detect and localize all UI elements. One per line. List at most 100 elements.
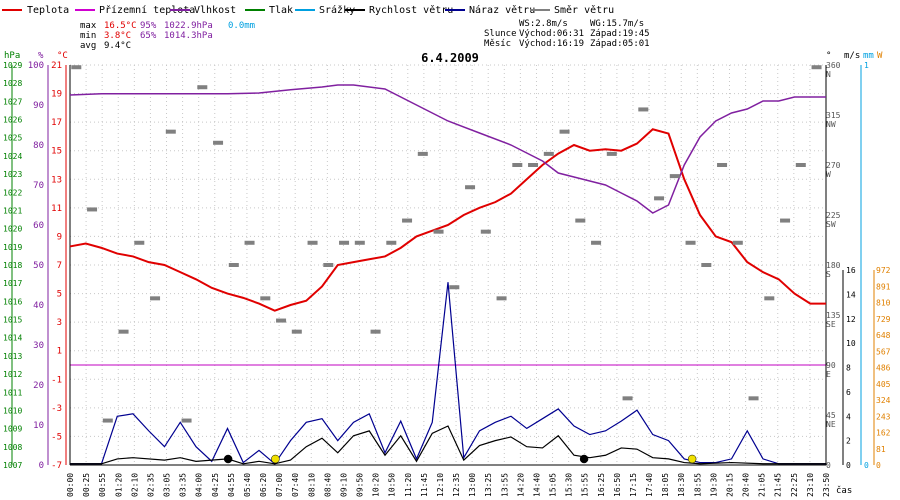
series-line-0	[69, 128, 826, 312]
direction-tick-label: 360	[826, 61, 841, 70]
rain-tick-label: 0	[864, 461, 869, 470]
x-tick-label: 23:50	[822, 473, 831, 497]
wind-direction-point	[559, 129, 570, 134]
humidity-tick-label: 10	[33, 421, 44, 431]
x-tick-label: 00:00	[66, 473, 75, 497]
direction-compass-label: NW	[826, 120, 836, 129]
temp-tick-label: 5	[57, 290, 62, 300]
wind-direction-point	[606, 151, 617, 156]
direction-tick-label: 45	[826, 411, 836, 420]
wind-direction-point	[339, 240, 350, 245]
speed-tick-label: 16	[846, 266, 856, 275]
speed-tick-label: 0	[846, 461, 851, 470]
x-tick-label: 07:40	[291, 473, 300, 497]
solar-tick-label: 0	[876, 461, 881, 470]
x-tick-label: 20:15	[725, 473, 734, 497]
x-tick-label: 19:30	[709, 473, 718, 497]
unit-headers: hPa % °C ° m/s mm W	[4, 51, 883, 61]
wind-direction-point	[465, 185, 476, 190]
direction-compass-label: S	[826, 270, 831, 279]
wind-direction-point	[228, 263, 239, 267]
series-line-2	[70, 282, 826, 465]
solar-tick-label: 243	[876, 412, 891, 421]
temp-tick-label: 7	[57, 261, 62, 271]
temp-tick-label: -1	[51, 375, 62, 385]
solar-tick-label: 891	[876, 282, 891, 291]
x-tick-label: 16:25	[597, 473, 606, 497]
humidity-tick-label: 70	[33, 181, 44, 191]
x-tick-label: 07:00	[275, 473, 284, 497]
unit-solar: W	[877, 51, 883, 61]
direction-tick-label: 90	[826, 361, 836, 370]
solar-tick-label: 81	[876, 445, 886, 454]
pressure-tick-label: 1016	[3, 297, 22, 306]
wind-speed-info: WS:2.8m/s	[519, 19, 568, 29]
direction-compass-label: W	[826, 170, 831, 179]
x-tick-label: 23:10	[806, 473, 815, 497]
temp-tick-label: -5	[51, 432, 62, 442]
temp-tick-label: 9	[57, 232, 62, 242]
stats-max-humidity: 95%	[140, 21, 157, 31]
pressure-tick-label: 1013	[3, 352, 22, 361]
legend-label-rain: Srážky	[319, 4, 355, 16]
series-layer	[69, 65, 826, 465]
sun-moon-marker	[579, 454, 589, 464]
temp-tick-label: 17	[51, 118, 62, 128]
speed-tick-label: 4	[846, 412, 851, 421]
humidity-tick-label: 50	[33, 261, 44, 271]
wind-direction-point	[87, 207, 98, 212]
humidity-tick-label: 40	[33, 301, 44, 311]
humidity-tick-label: 80	[33, 141, 44, 151]
wind-direction-point	[291, 329, 302, 334]
temp-tick-label: -3	[51, 404, 62, 414]
humidity-tick-label: 90	[33, 101, 44, 111]
x-tick-label: 20:40	[742, 473, 751, 497]
x-tick-label: 04:00	[195, 473, 204, 497]
wind-direction-point	[717, 163, 728, 167]
solar-tick-label: 162	[876, 429, 891, 438]
pressure-tick-label: 1020	[3, 225, 22, 234]
pressure-tick-label: 1012	[3, 370, 22, 379]
legend-label-wind-direction: Směr větru	[554, 4, 614, 16]
x-tick-label: 17:40	[645, 473, 654, 497]
wind-direction-point	[512, 163, 523, 167]
solar-tick-label: 324	[876, 396, 891, 405]
legend-label-humidity: Vlhkost	[194, 5, 236, 16]
legend-label-pressure: Tlak	[269, 5, 293, 16]
legend-label-wind-gust: Náraz větru	[469, 4, 535, 16]
temp-tick-label: -7	[51, 461, 62, 471]
wind-direction-point	[795, 163, 806, 167]
wind-direction-point	[591, 240, 602, 245]
stats-max-pressure: 1022.9hPa	[164, 21, 213, 31]
sunrise: Východ:06:31	[519, 29, 584, 39]
x-tick-label: 02:35	[146, 473, 155, 497]
wind-direction-point	[370, 329, 381, 334]
wind-direction-point	[260, 296, 271, 301]
x-tick-label: 15:30	[565, 473, 574, 497]
wind-direction-point	[197, 85, 208, 90]
humidity-tick-label: 30	[33, 341, 44, 351]
wind-direction-point	[354, 240, 365, 245]
x-axis-label: čas	[836, 485, 852, 496]
x-tick-label: 21:05	[758, 473, 767, 497]
wind-direction-point	[165, 129, 176, 134]
wind-direction-point	[575, 218, 586, 223]
x-tick-label: 18:55	[693, 473, 702, 497]
x-tick-label: 18:30	[677, 473, 686, 497]
x-tick-label: 17:15	[629, 473, 638, 497]
speed-tick-label: 12	[846, 315, 856, 324]
stats-min-label: min	[80, 31, 96, 41]
direction-tick-label: 270	[826, 161, 841, 170]
x-tick-label: 06:20	[259, 473, 268, 497]
wind-direction-point	[496, 296, 507, 301]
wind-direction-point	[307, 240, 318, 245]
temp-tick-label: 11	[51, 204, 62, 214]
direction-tick-label: 180	[826, 261, 841, 270]
stats-avg-temp: 9.4°C	[104, 41, 131, 51]
x-tick-label: 03:35	[179, 473, 188, 497]
wind-direction-point	[102, 418, 113, 423]
legend-label-wind-speed: Rychlost větru	[369, 4, 453, 16]
x-tick-label: 15:55	[581, 473, 590, 497]
series-line-1	[69, 84, 826, 214]
